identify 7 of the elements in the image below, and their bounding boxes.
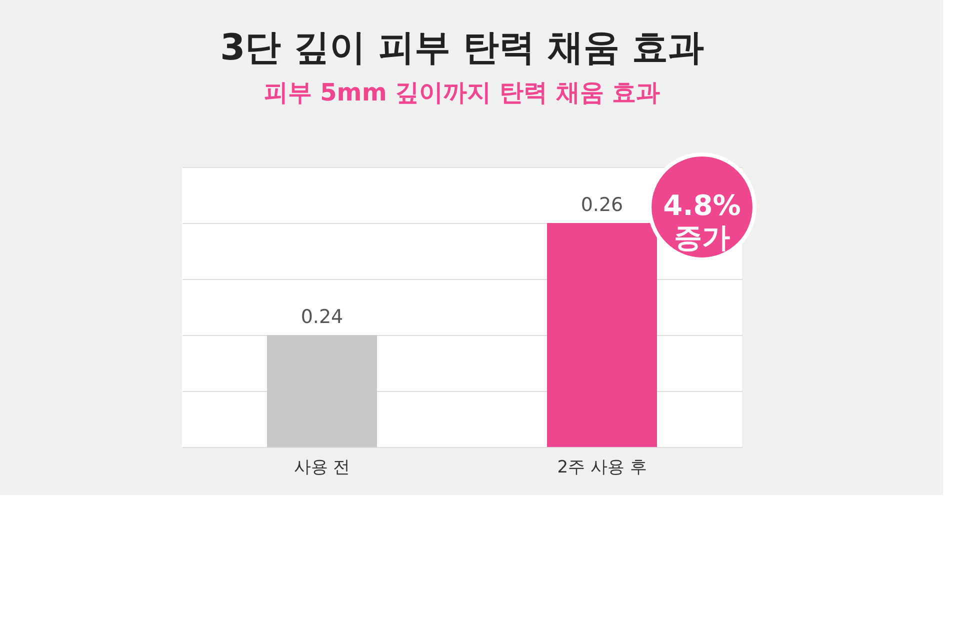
x-tick-label: 사용 전 [294,458,350,478]
annotation: 4.8% 증가 [663,189,741,254]
data-label: 0.26 [580,194,624,216]
data-label: 0.24 [300,306,344,328]
x-tick-label: 2주 사용 후 [557,458,647,478]
chart-title: 3단 깊이 피부 탄력 채움 효과 [220,28,704,69]
chart-subtitle: 피부 5mm 깊이까지 탄력 채움 효과 [264,78,660,107]
